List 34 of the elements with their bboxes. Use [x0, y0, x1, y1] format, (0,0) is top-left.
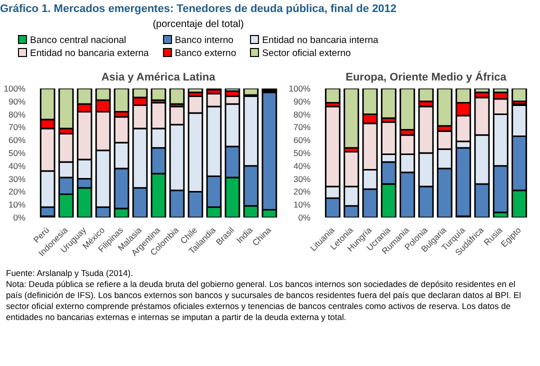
source-note: Fuente: Arslanalp y Tsuda (2014).: [6, 268, 134, 279]
legend-label: Banco central nacional: [29, 34, 128, 47]
y-tick-label: 40%: [293, 160, 311, 171]
y-tick-label: 60%: [293, 135, 311, 146]
y-tick-label: 10%: [293, 200, 311, 210]
y-tick-label: 70%: [293, 122, 311, 132]
text: (porcentaje del total): [152, 18, 245, 32]
y-tick-label: 10%: [8, 200, 26, 210]
y-tick-label: 40%: [8, 160, 26, 171]
text: Nota: Deuda pública se refiere a la deuda bruta del gobierno general. Los bancos internos son sociedades de depósito residentes en el país (definición de IFS). Los bancos externos son bancos y sucursales de bancos residentes fuera del país que declaran datos al BPI. El sector oficial externo comprende préstamos oficiales externos y tenencias de bancos centrales como activos de reserva. Los datos de entidades no bancarias externas e internas se imputan a partir de la deuda externa y total.: [6, 279, 522, 323]
y-tick-label: 100%: [4, 84, 26, 94]
text: Gráfico 1. Mercados emergentes: Tenedores de deuda pública, final de 2012: [0, 2, 397, 17]
chart-title: Europa, Oriente Medio y África: [346, 70, 508, 84]
y-tick-label: 90%: [8, 96, 26, 106]
y-tick-label: 0%: [298, 212, 311, 222]
y-tick-label: 50%: [293, 148, 311, 158]
y-tick-label: 90%: [293, 96, 311, 106]
y-tick-label: 80%: [293, 109, 311, 120]
legend-label: Sector oficial externo: [261, 47, 352, 60]
legend-label: Banco interno: [174, 34, 234, 47]
chart-title: Asia y América Latina: [101, 72, 216, 84]
y-tick-label: 70%: [8, 122, 26, 132]
y-tick-label: 80%: [8, 109, 26, 120]
y-tick-label: 50%: [8, 148, 26, 158]
legend-label: Banco externo: [174, 47, 238, 60]
y-tick-label: 0%: [13, 212, 26, 222]
legend-label: Entidad no bancaria interna: [261, 34, 380, 47]
y-tick-label: 100%: [288, 84, 311, 94]
y-tick-label: 30%: [8, 174, 26, 184]
y-tick-label: 20%: [8, 186, 26, 197]
y-tick-label: 20%: [293, 186, 311, 197]
y-tick-label: 60%: [8, 135, 26, 146]
legend-label: Entidad no bancaria externa: [29, 47, 150, 60]
y-tick-label: 30%: [293, 174, 311, 184]
